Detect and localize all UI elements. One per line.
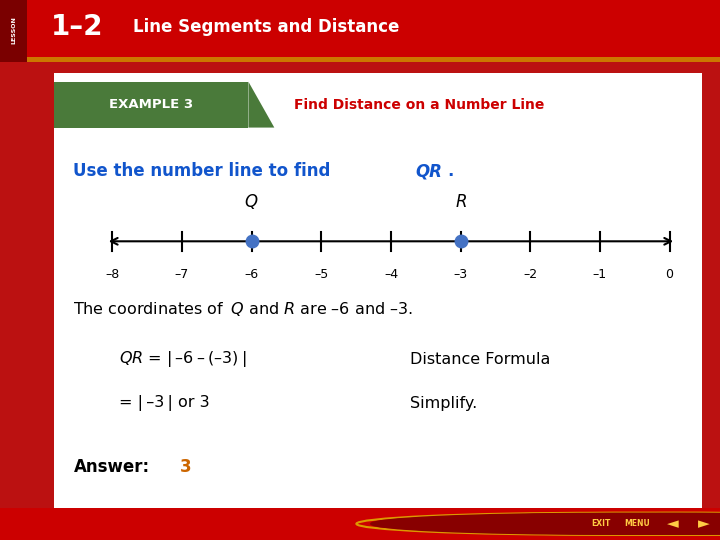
Text: Line Segments and Distance: Line Segments and Distance bbox=[133, 18, 400, 36]
Text: The coordinates of  $Q$ and $R$ are –6 and –3.: The coordinates of $Q$ and $R$ are –6 an… bbox=[73, 300, 413, 318]
Text: EXIT: EXIT bbox=[592, 519, 611, 528]
Text: ►: ► bbox=[698, 516, 710, 531]
Text: –6: –6 bbox=[245, 268, 258, 281]
Circle shape bbox=[443, 514, 720, 534]
Text: Answer:: Answer: bbox=[73, 457, 150, 476]
Polygon shape bbox=[248, 82, 274, 127]
Text: = | –3 | or 3: = | –3 | or 3 bbox=[119, 395, 210, 411]
FancyBboxPatch shape bbox=[54, 82, 248, 127]
Text: $R$: $R$ bbox=[454, 193, 467, 211]
Text: EXAMPLE 3: EXAMPLE 3 bbox=[109, 98, 193, 111]
Text: –3: –3 bbox=[454, 268, 468, 281]
Text: 1–2: 1–2 bbox=[50, 13, 103, 40]
Text: Simplify.: Simplify. bbox=[410, 396, 477, 410]
Text: –2: –2 bbox=[523, 268, 537, 281]
Circle shape bbox=[407, 514, 720, 534]
Text: –7: –7 bbox=[175, 268, 189, 281]
FancyBboxPatch shape bbox=[0, 57, 720, 62]
Text: Distance Formula: Distance Formula bbox=[410, 352, 551, 367]
Text: –5: –5 bbox=[314, 268, 328, 281]
FancyBboxPatch shape bbox=[0, 0, 27, 62]
Text: $Q$: $Q$ bbox=[244, 192, 259, 212]
Text: 3: 3 bbox=[181, 457, 192, 476]
FancyBboxPatch shape bbox=[0, 508, 720, 540]
Text: –8: –8 bbox=[105, 268, 120, 281]
Circle shape bbox=[474, 514, 720, 534]
Text: Find Distance on a Number Line: Find Distance on a Number Line bbox=[294, 98, 544, 112]
Text: LESSON: LESSON bbox=[12, 16, 16, 44]
Text: –4: –4 bbox=[384, 268, 398, 281]
Text: ◄: ◄ bbox=[667, 516, 679, 531]
Text: MENU: MENU bbox=[624, 519, 650, 528]
Text: .: . bbox=[447, 163, 454, 180]
Text: Use the number line to find: Use the number line to find bbox=[73, 163, 336, 180]
Text: QR: QR bbox=[415, 163, 443, 180]
Text: 0: 0 bbox=[665, 268, 674, 281]
FancyBboxPatch shape bbox=[54, 73, 702, 510]
FancyBboxPatch shape bbox=[0, 0, 720, 62]
Text: $QR$ = | –6 – (–3) |: $QR$ = | –6 – (–3) | bbox=[119, 349, 246, 369]
Circle shape bbox=[371, 514, 720, 534]
Text: –1: –1 bbox=[593, 268, 607, 281]
